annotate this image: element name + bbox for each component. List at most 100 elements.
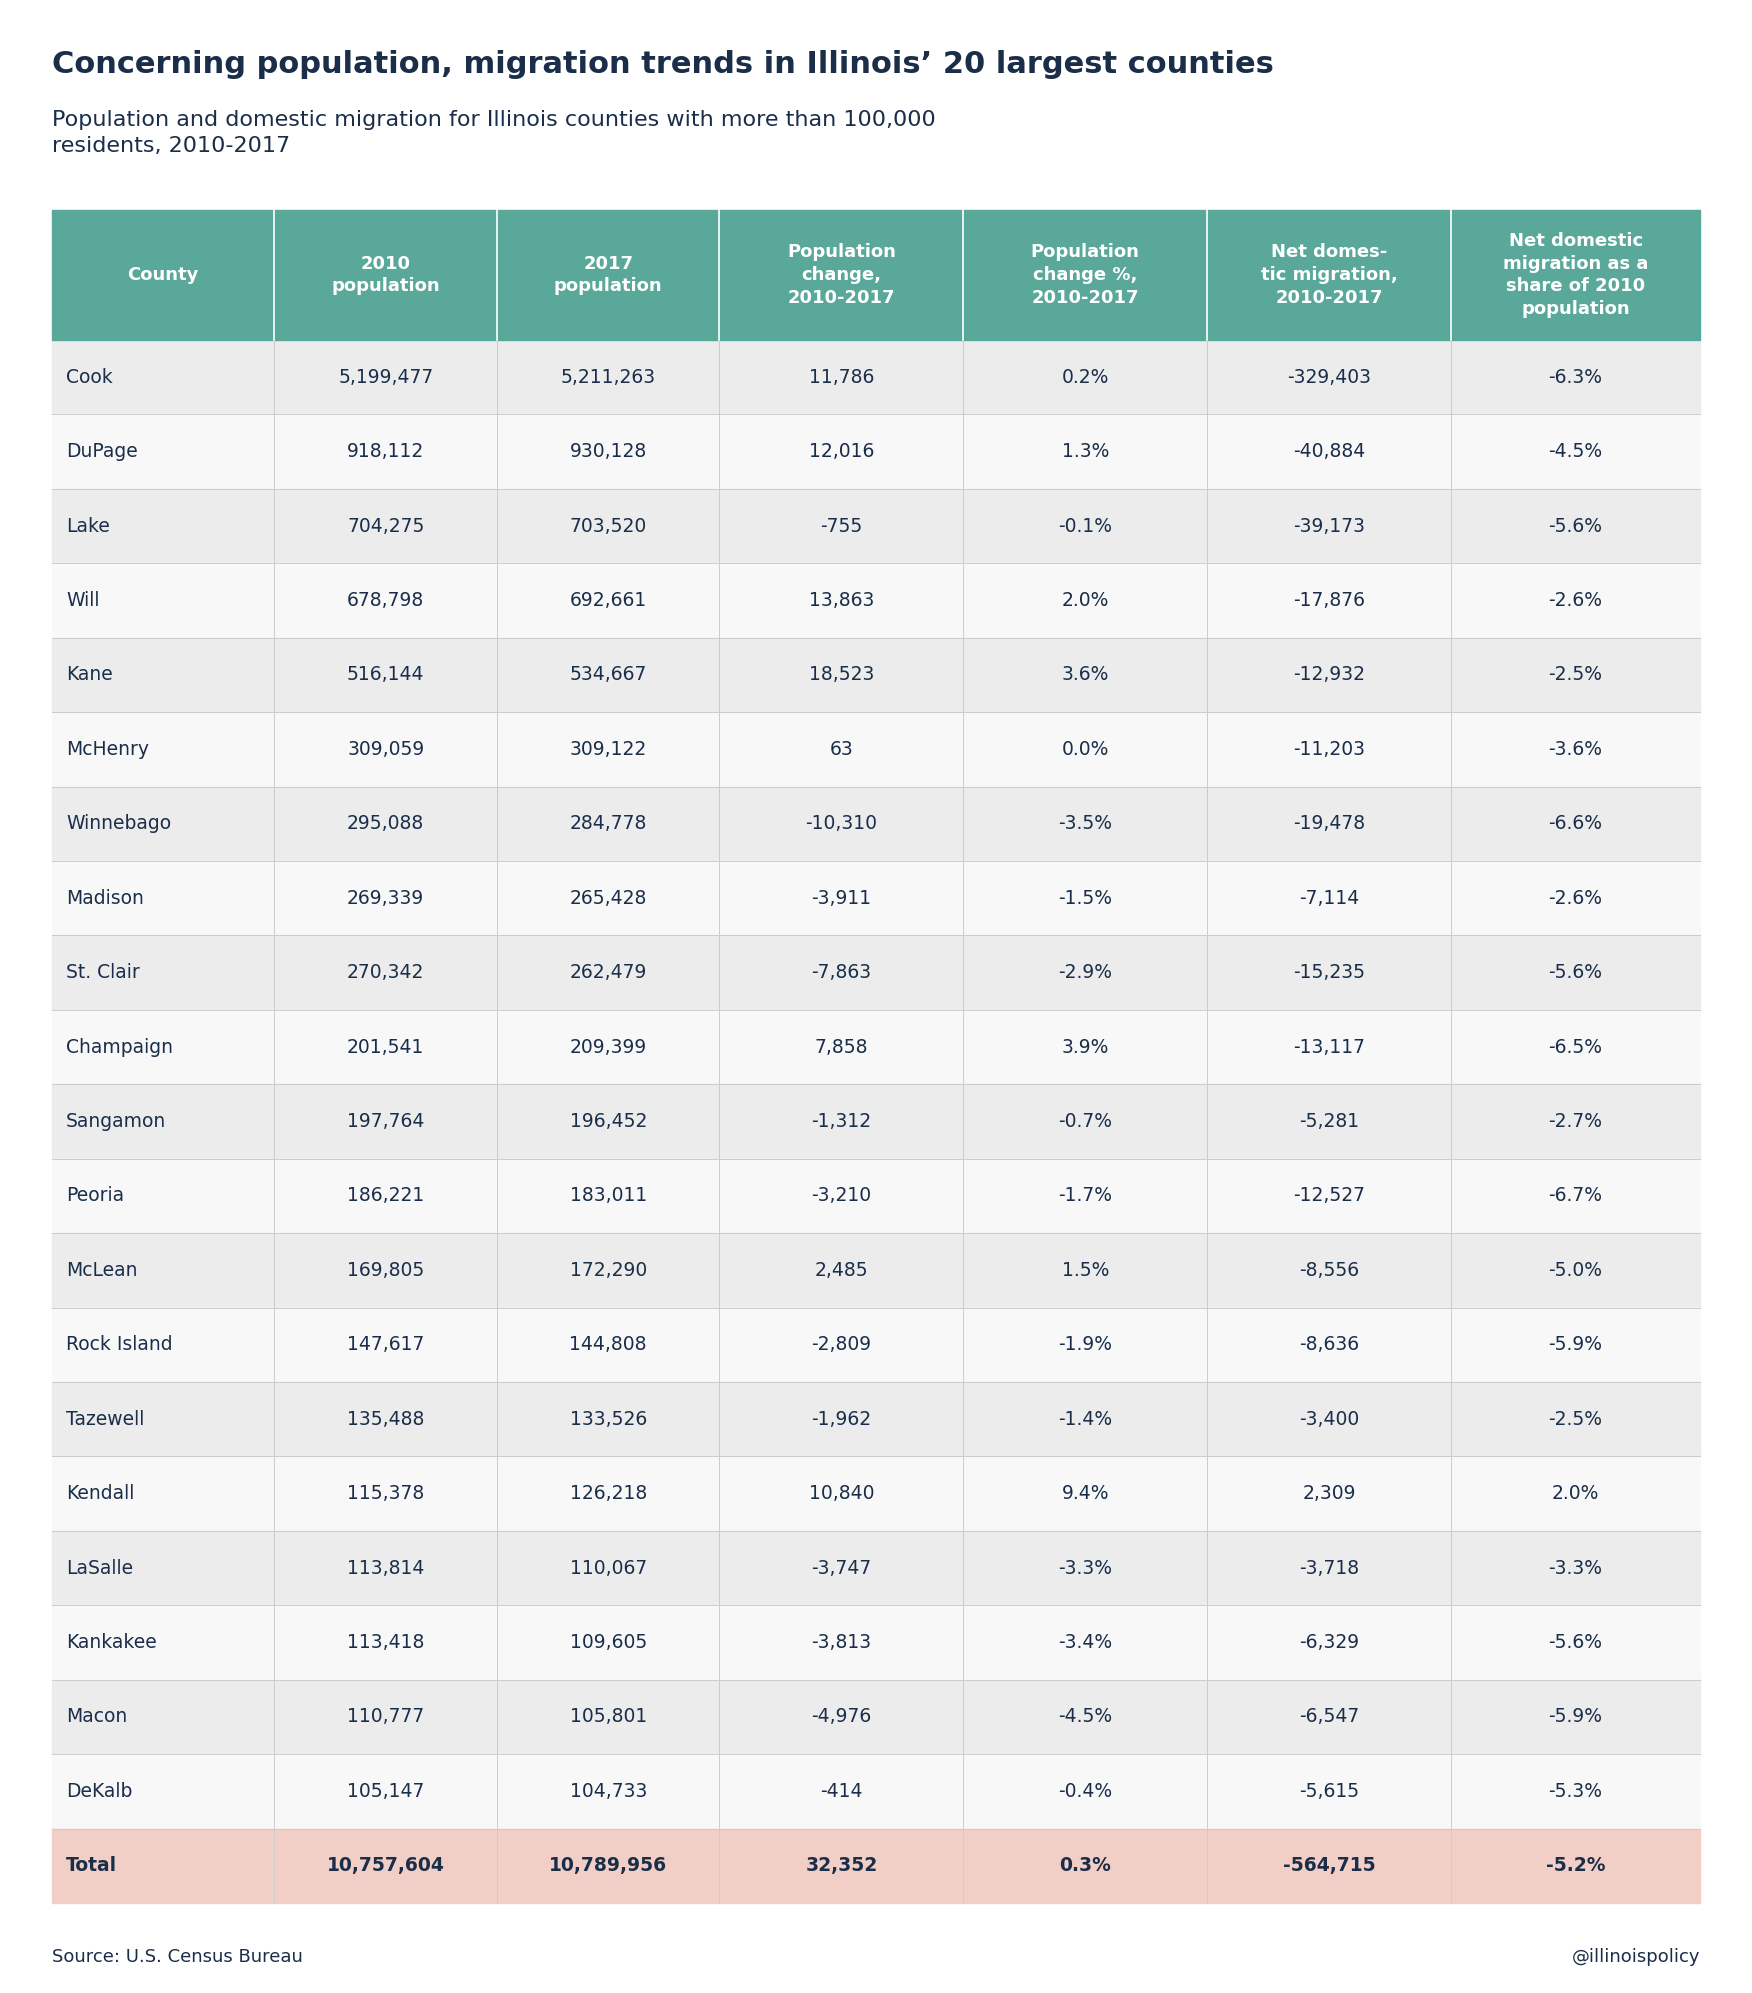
Text: Peoria: Peoria <box>67 1186 124 1206</box>
Text: -2.6%: -2.6% <box>1549 889 1603 907</box>
Bar <box>53 1531 1699 1604</box>
Text: -2,809: -2,809 <box>811 1335 871 1355</box>
Bar <box>53 341 1699 415</box>
Text: @illinoispolicy: @illinoispolicy <box>1572 1947 1699 1965</box>
Text: Macon: Macon <box>67 1708 128 1726</box>
Text: 209,399: 209,399 <box>569 1038 646 1056</box>
Bar <box>53 1307 1699 1381</box>
Text: -15,235: -15,235 <box>1293 963 1365 983</box>
Bar <box>53 488 1699 564</box>
Text: -0.4%: -0.4% <box>1058 1782 1113 1802</box>
Text: 2,309: 2,309 <box>1302 1485 1356 1503</box>
Text: Total: Total <box>67 1855 117 1875</box>
Text: County: County <box>128 265 200 283</box>
Text: 13,863: 13,863 <box>809 592 874 610</box>
Text: St. Clair: St. Clair <box>67 963 140 983</box>
Text: 144,808: 144,808 <box>569 1335 646 1355</box>
Text: 284,778: 284,778 <box>569 815 646 833</box>
Text: LaSalle: LaSalle <box>67 1559 133 1578</box>
Text: -5.6%: -5.6% <box>1549 1632 1603 1652</box>
Text: 9.4%: 9.4% <box>1062 1485 1109 1503</box>
Bar <box>53 209 1699 341</box>
Bar <box>53 1828 1699 1903</box>
Bar <box>53 1010 1699 1084</box>
Text: Population
change,
2010-2017: Population change, 2010-2017 <box>787 243 895 307</box>
Text: -1,962: -1,962 <box>811 1409 871 1429</box>
Bar <box>53 1084 1699 1158</box>
Text: 63: 63 <box>829 739 853 759</box>
Text: -5.6%: -5.6% <box>1549 516 1603 536</box>
Text: -2.5%: -2.5% <box>1549 1409 1603 1429</box>
Text: 113,418: 113,418 <box>347 1632 424 1652</box>
Text: Kendall: Kendall <box>67 1485 135 1503</box>
Text: -8,636: -8,636 <box>1300 1335 1360 1355</box>
Text: 2010
population: 2010 population <box>331 255 440 295</box>
Text: -2.7%: -2.7% <box>1549 1112 1603 1130</box>
Text: -4.5%: -4.5% <box>1549 442 1603 460</box>
Text: Cook: Cook <box>67 369 112 387</box>
Text: 262,479: 262,479 <box>569 963 646 983</box>
Text: 172,290: 172,290 <box>569 1262 646 1280</box>
Text: -5,615: -5,615 <box>1300 1782 1360 1802</box>
Text: 309,122: 309,122 <box>569 739 646 759</box>
Text: Concerning population, migration trends in Illinois’ 20 largest counties: Concerning population, migration trends … <box>53 50 1274 80</box>
Text: -5.0%: -5.0% <box>1549 1262 1603 1280</box>
Text: -6.5%: -6.5% <box>1549 1038 1603 1056</box>
Text: DeKalb: DeKalb <box>67 1782 133 1802</box>
Text: McLean: McLean <box>67 1262 137 1280</box>
Text: Lake: Lake <box>67 516 110 536</box>
Text: -4,976: -4,976 <box>811 1708 871 1726</box>
Text: -12,527: -12,527 <box>1293 1186 1365 1206</box>
Text: 133,526: 133,526 <box>569 1409 646 1429</box>
Bar <box>53 787 1699 861</box>
Text: Population
change %,
2010-2017: Population change %, 2010-2017 <box>1030 243 1141 307</box>
Text: Kankakee: Kankakee <box>67 1632 156 1652</box>
Text: -5.6%: -5.6% <box>1549 963 1603 983</box>
Text: 2017
population: 2017 population <box>554 255 662 295</box>
Text: 534,667: 534,667 <box>569 666 646 684</box>
Text: DuPage: DuPage <box>67 442 138 460</box>
Bar <box>53 1381 1699 1457</box>
Text: -5.9%: -5.9% <box>1549 1708 1603 1726</box>
Text: 32,352: 32,352 <box>806 1855 878 1875</box>
Text: Kane: Kane <box>67 666 112 684</box>
Bar <box>53 415 1699 488</box>
Text: 7,858: 7,858 <box>815 1038 869 1056</box>
Text: -3.3%: -3.3% <box>1549 1559 1603 1578</box>
Text: -3.6%: -3.6% <box>1549 739 1603 759</box>
Text: 135,488: 135,488 <box>347 1409 424 1429</box>
Text: 5,199,477: 5,199,477 <box>338 369 433 387</box>
Text: 295,088: 295,088 <box>347 815 424 833</box>
Text: Population and domestic migration for Illinois counties with more than 100,000
r: Population and domestic migration for Il… <box>53 110 936 155</box>
Text: -3,400: -3,400 <box>1298 1409 1360 1429</box>
Bar <box>53 638 1699 712</box>
Bar <box>53 564 1699 638</box>
Text: Rock Island: Rock Island <box>67 1335 173 1355</box>
Text: -3,718: -3,718 <box>1300 1559 1360 1578</box>
Text: -6,329: -6,329 <box>1300 1632 1360 1652</box>
Bar <box>53 1754 1699 1828</box>
Text: -1.9%: -1.9% <box>1058 1335 1113 1355</box>
Text: 147,617: 147,617 <box>347 1335 424 1355</box>
Text: 169,805: 169,805 <box>347 1262 424 1280</box>
Text: 115,378: 115,378 <box>347 1485 424 1503</box>
Text: 105,147: 105,147 <box>347 1782 424 1802</box>
Text: Winnebago: Winnebago <box>67 815 172 833</box>
Text: 2.0%: 2.0% <box>1062 592 1109 610</box>
Text: 105,801: 105,801 <box>569 1708 646 1726</box>
Text: -1.5%: -1.5% <box>1058 889 1113 907</box>
Text: 18,523: 18,523 <box>809 666 874 684</box>
Text: 110,777: 110,777 <box>347 1708 424 1726</box>
Text: 2.0%: 2.0% <box>1552 1485 1600 1503</box>
Text: 270,342: 270,342 <box>347 963 424 983</box>
Text: 0.0%: 0.0% <box>1062 739 1109 759</box>
Bar <box>53 712 1699 787</box>
Bar <box>53 1158 1699 1234</box>
Text: -6.6%: -6.6% <box>1549 815 1603 833</box>
Text: 0.2%: 0.2% <box>1062 369 1109 387</box>
Text: McHenry: McHenry <box>67 739 149 759</box>
Text: -13,117: -13,117 <box>1293 1038 1365 1056</box>
Text: Source: U.S. Census Bureau: Source: U.S. Census Bureau <box>53 1947 303 1965</box>
Text: -6.3%: -6.3% <box>1549 369 1603 387</box>
Text: 113,814: 113,814 <box>347 1559 424 1578</box>
